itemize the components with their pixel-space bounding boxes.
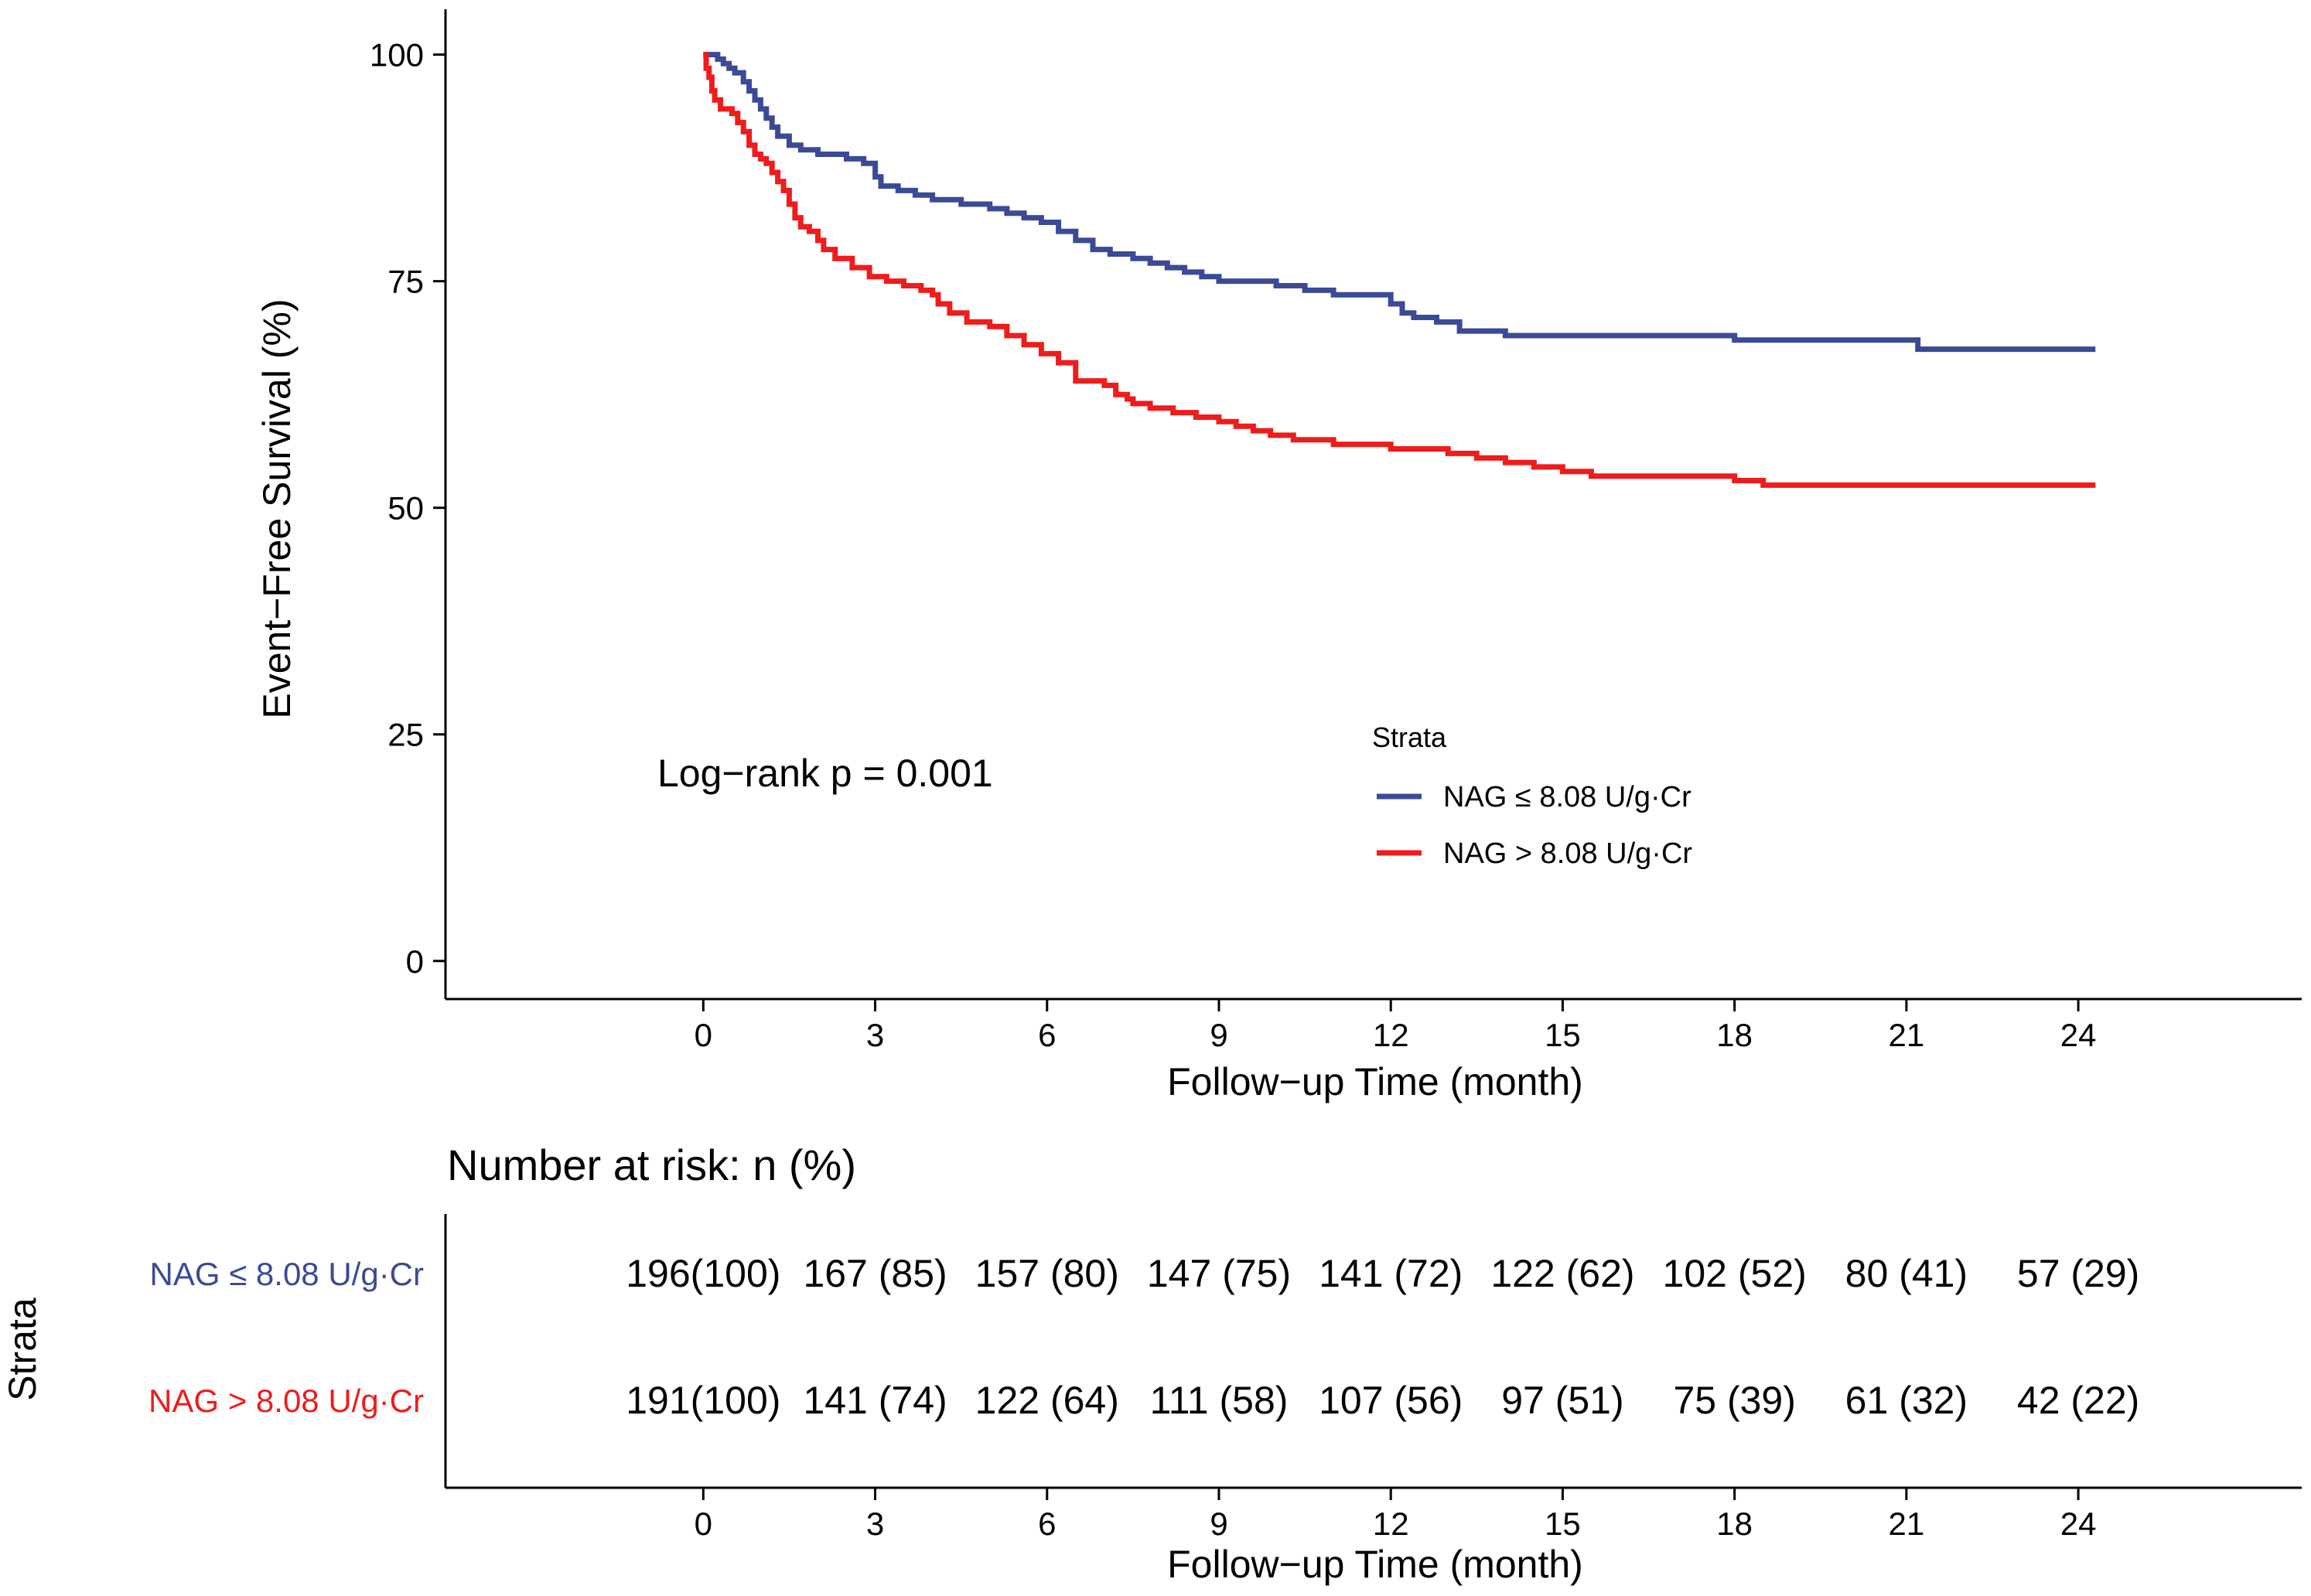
x-tick-label: 15 xyxy=(1545,1017,1581,1053)
x-tick-label: 24 xyxy=(2060,1506,2097,1542)
risk-table-cell: 157 (80) xyxy=(975,1252,1119,1295)
risk-table-cell: 57 (29) xyxy=(2017,1252,2139,1295)
risk-table-title: Number at risk: n (%) xyxy=(447,1141,856,1189)
km-curves xyxy=(703,52,2096,488)
y-tick-label: 100 xyxy=(370,37,424,73)
x-tick-label: 12 xyxy=(1373,1506,1409,1542)
km-y-ticks: 0 25 50 75 100 xyxy=(370,37,445,980)
risk-x-axis-label: Follow−up Time (month) xyxy=(1167,1543,1583,1586)
y-tick-label: 0 xyxy=(406,943,424,980)
x-tick-label: 18 xyxy=(1716,1017,1753,1053)
x-tick-label: 15 xyxy=(1545,1506,1581,1542)
x-tick-label: 6 xyxy=(1038,1017,1056,1053)
risk-table-cell: 141 (74) xyxy=(803,1379,947,1422)
x-tick-label: 0 xyxy=(695,1017,712,1053)
risk-row-label: NAG > 8.08 U/g·Cr xyxy=(148,1383,424,1419)
km-y-axis-label: Event−Free Survival (%) xyxy=(255,298,299,718)
km-legend: Strata NAG ≤ 8.08 U/g·Cr NAG > 8.08 U/g·… xyxy=(1372,721,1692,870)
legend-title: Strata xyxy=(1372,721,1447,753)
km-plot-panel: 0 25 50 75 100 0 3 6 9 12 15 18 21 24 Event−Free Sur… xyxy=(255,9,2302,1103)
y-tick-label: 75 xyxy=(387,264,424,300)
x-tick-label: 3 xyxy=(866,1017,884,1053)
risk-table-cell: 97 (51) xyxy=(1501,1379,1623,1422)
risk-table-cells: 196(100) 167 (85) 157 (80) 147 (75) 141 (72)… xyxy=(626,1252,2139,1422)
risk-table-cell: 122 (64) xyxy=(975,1379,1119,1422)
y-tick-label: 50 xyxy=(387,490,424,527)
km-x-ticks: 0 3 6 9 12 15 18 21 24 xyxy=(695,999,2097,1053)
x-tick-label: 0 xyxy=(695,1506,712,1542)
risk-row-label: NAG ≤ 8.08 U/g·Cr xyxy=(150,1256,424,1292)
logrank-p-annotation: Log−rank p = 0.001 xyxy=(657,752,993,795)
risk-table-cell: 196(100) xyxy=(626,1252,780,1295)
risk-table-cell: 141 (72) xyxy=(1319,1252,1463,1295)
risk-y-axis-label: Strata xyxy=(1,1298,44,1401)
x-tick-label: 6 xyxy=(1038,1506,1056,1542)
km-x-axis-label: Follow−up Time (month) xyxy=(1167,1060,1583,1103)
km-curve-nag-high xyxy=(703,52,2096,488)
risk-table-cell: 75 (39) xyxy=(1673,1379,1795,1422)
x-tick-label: 3 xyxy=(866,1506,884,1542)
x-tick-label: 24 xyxy=(2060,1017,2097,1053)
x-tick-label: 21 xyxy=(1889,1506,1925,1542)
legend-entry-low: NAG ≤ 8.08 U/g·Cr xyxy=(1443,781,1691,813)
risk-table-cell: 102 (52) xyxy=(1663,1252,1807,1295)
risk-table-cell: 191(100) xyxy=(626,1379,780,1422)
risk-table-cell: 122 (62) xyxy=(1490,1252,1634,1295)
x-tick-label: 12 xyxy=(1373,1017,1409,1053)
risk-table-cell: 111 (58) xyxy=(1150,1379,1289,1422)
risk-table-cell: 42 (22) xyxy=(2017,1379,2139,1422)
x-tick-label: 9 xyxy=(1210,1506,1227,1542)
risk-table-cell: 80 (41) xyxy=(1845,1252,1968,1295)
risk-table-cell: 167 (85) xyxy=(803,1252,947,1295)
risk-table-cell: 61 (32) xyxy=(1845,1379,1968,1422)
legend-entry-high: NAG > 8.08 U/g·Cr xyxy=(1443,837,1692,870)
risk-table-panel: Number at risk: n (%) 0 3 6 9 12 15 18 21 24 196… xyxy=(1,1141,2302,1586)
risk-x-ticks: 0 3 6 9 12 15 18 21 24 xyxy=(695,1488,2097,1542)
risk-row-labels: NAG ≤ 8.08 U/g·Cr NAG > 8.08 U/g·Cr xyxy=(148,1256,424,1419)
x-tick-label: 21 xyxy=(1889,1017,1925,1053)
risk-table-cell: 147 (75) xyxy=(1147,1252,1291,1295)
risk-table-cell: 107 (56) xyxy=(1319,1379,1463,1422)
x-tick-label: 18 xyxy=(1716,1506,1753,1542)
x-tick-label: 9 xyxy=(1210,1017,1227,1053)
y-tick-label: 25 xyxy=(387,717,424,753)
km-curve-nag-low xyxy=(703,52,2096,353)
